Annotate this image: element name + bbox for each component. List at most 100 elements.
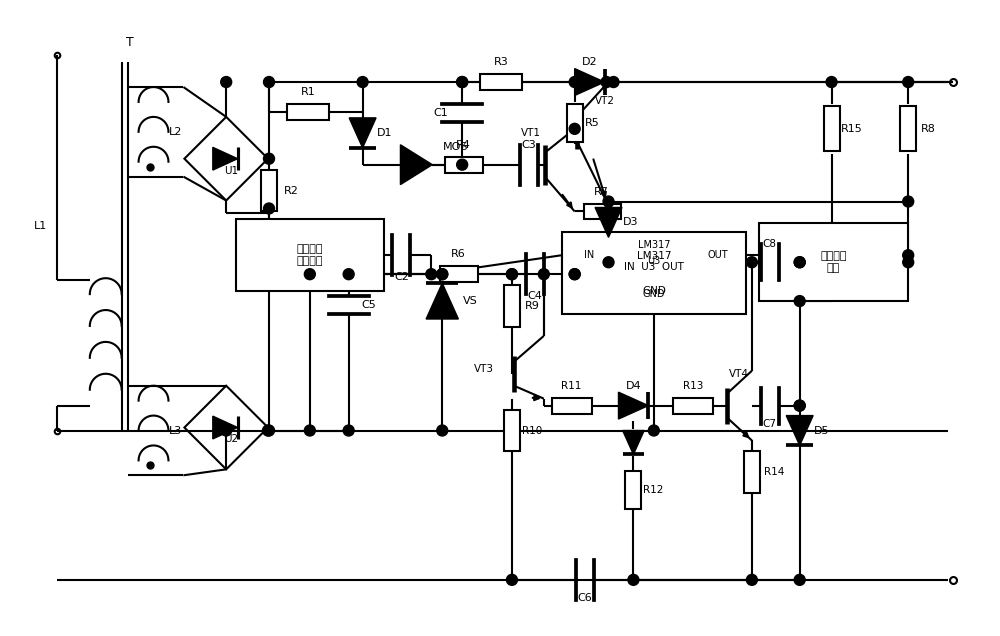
Circle shape	[794, 400, 805, 411]
Text: C3: C3	[521, 140, 536, 149]
Circle shape	[304, 269, 315, 280]
Bar	[480, 74, 522, 90]
Circle shape	[746, 574, 757, 585]
Polygon shape	[400, 145, 432, 184]
Bar	[625, 471, 641, 509]
Bar	[504, 285, 520, 327]
Text: C6: C6	[577, 593, 592, 603]
Circle shape	[343, 269, 354, 280]
Text: 电压检测
电路: 电压检测 电路	[820, 251, 847, 273]
Text: C4: C4	[527, 291, 542, 301]
Text: R6: R6	[451, 249, 466, 259]
Text: L1: L1	[33, 221, 47, 232]
Circle shape	[903, 257, 914, 268]
Bar	[744, 452, 760, 494]
Text: GND: GND	[643, 289, 665, 299]
Circle shape	[648, 425, 659, 436]
Text: D3: D3	[623, 218, 638, 228]
Circle shape	[457, 159, 468, 170]
Polygon shape	[213, 148, 238, 170]
Text: R8: R8	[921, 124, 936, 134]
Polygon shape	[575, 69, 605, 95]
Bar	[562, 232, 746, 314]
Text: 波纹尖峰
抑制电路: 波纹尖峰 抑制电路	[297, 244, 323, 266]
Circle shape	[826, 76, 837, 88]
Bar	[759, 223, 908, 301]
Bar	[261, 170, 277, 211]
Circle shape	[746, 257, 757, 268]
Text: LM317: LM317	[638, 240, 670, 249]
Bar	[504, 410, 520, 452]
Text: MOS: MOS	[442, 142, 468, 152]
Circle shape	[603, 206, 614, 217]
Circle shape	[538, 269, 549, 280]
Circle shape	[569, 123, 580, 134]
Text: R15: R15	[841, 124, 862, 134]
Polygon shape	[786, 415, 813, 445]
Bar	[287, 104, 329, 120]
Bar	[900, 106, 916, 151]
Circle shape	[628, 574, 639, 585]
Text: VT3: VT3	[474, 364, 494, 374]
Circle shape	[794, 296, 805, 307]
Circle shape	[457, 76, 468, 88]
Polygon shape	[623, 431, 644, 454]
Text: D5: D5	[814, 425, 829, 436]
Circle shape	[794, 400, 805, 411]
Text: R13: R13	[683, 381, 703, 391]
Circle shape	[603, 196, 614, 207]
Text: U3: U3	[647, 256, 660, 266]
Circle shape	[457, 76, 468, 88]
Bar	[445, 156, 483, 172]
Polygon shape	[349, 118, 376, 148]
Text: C1: C1	[433, 108, 448, 118]
Circle shape	[426, 269, 437, 280]
Circle shape	[437, 425, 448, 436]
Text: C2: C2	[394, 272, 409, 282]
Text: VT4: VT4	[729, 369, 749, 379]
Circle shape	[437, 269, 448, 280]
Text: U2: U2	[224, 434, 238, 445]
Bar	[236, 219, 384, 291]
Bar	[440, 266, 478, 282]
Circle shape	[357, 76, 368, 88]
Text: R1: R1	[300, 87, 315, 97]
Text: LM317
IN  U3  OUT

GND: LM317 IN U3 OUT GND	[624, 251, 684, 296]
Text: R7: R7	[594, 186, 609, 197]
Circle shape	[569, 269, 580, 280]
Circle shape	[603, 257, 614, 268]
Text: D4: D4	[626, 381, 641, 391]
Circle shape	[343, 425, 354, 436]
Text: R9: R9	[524, 301, 539, 311]
Bar	[584, 204, 621, 219]
Text: VT1: VT1	[521, 128, 541, 138]
Bar	[824, 106, 840, 151]
Circle shape	[794, 257, 805, 268]
Circle shape	[221, 76, 232, 88]
Text: L3: L3	[169, 425, 182, 436]
Circle shape	[903, 250, 914, 261]
Text: C8: C8	[763, 239, 777, 249]
Polygon shape	[213, 416, 238, 439]
Circle shape	[569, 76, 580, 88]
Text: R12: R12	[643, 485, 664, 495]
Text: R14: R14	[764, 467, 784, 478]
Polygon shape	[618, 392, 648, 419]
Circle shape	[608, 76, 619, 88]
Polygon shape	[595, 207, 622, 237]
Text: D2: D2	[582, 57, 597, 67]
Text: VT2: VT2	[595, 96, 615, 106]
Text: R11: R11	[561, 381, 582, 391]
Text: U1: U1	[224, 165, 238, 176]
Circle shape	[794, 574, 805, 585]
Text: VS: VS	[463, 296, 478, 306]
Text: R10: R10	[522, 425, 542, 436]
Circle shape	[794, 257, 805, 268]
Circle shape	[264, 76, 274, 88]
Bar	[552, 398, 592, 413]
Circle shape	[903, 76, 914, 88]
Text: R2: R2	[283, 186, 298, 195]
Text: C5: C5	[361, 300, 376, 310]
Text: R3: R3	[494, 57, 508, 67]
Bar	[567, 104, 583, 142]
